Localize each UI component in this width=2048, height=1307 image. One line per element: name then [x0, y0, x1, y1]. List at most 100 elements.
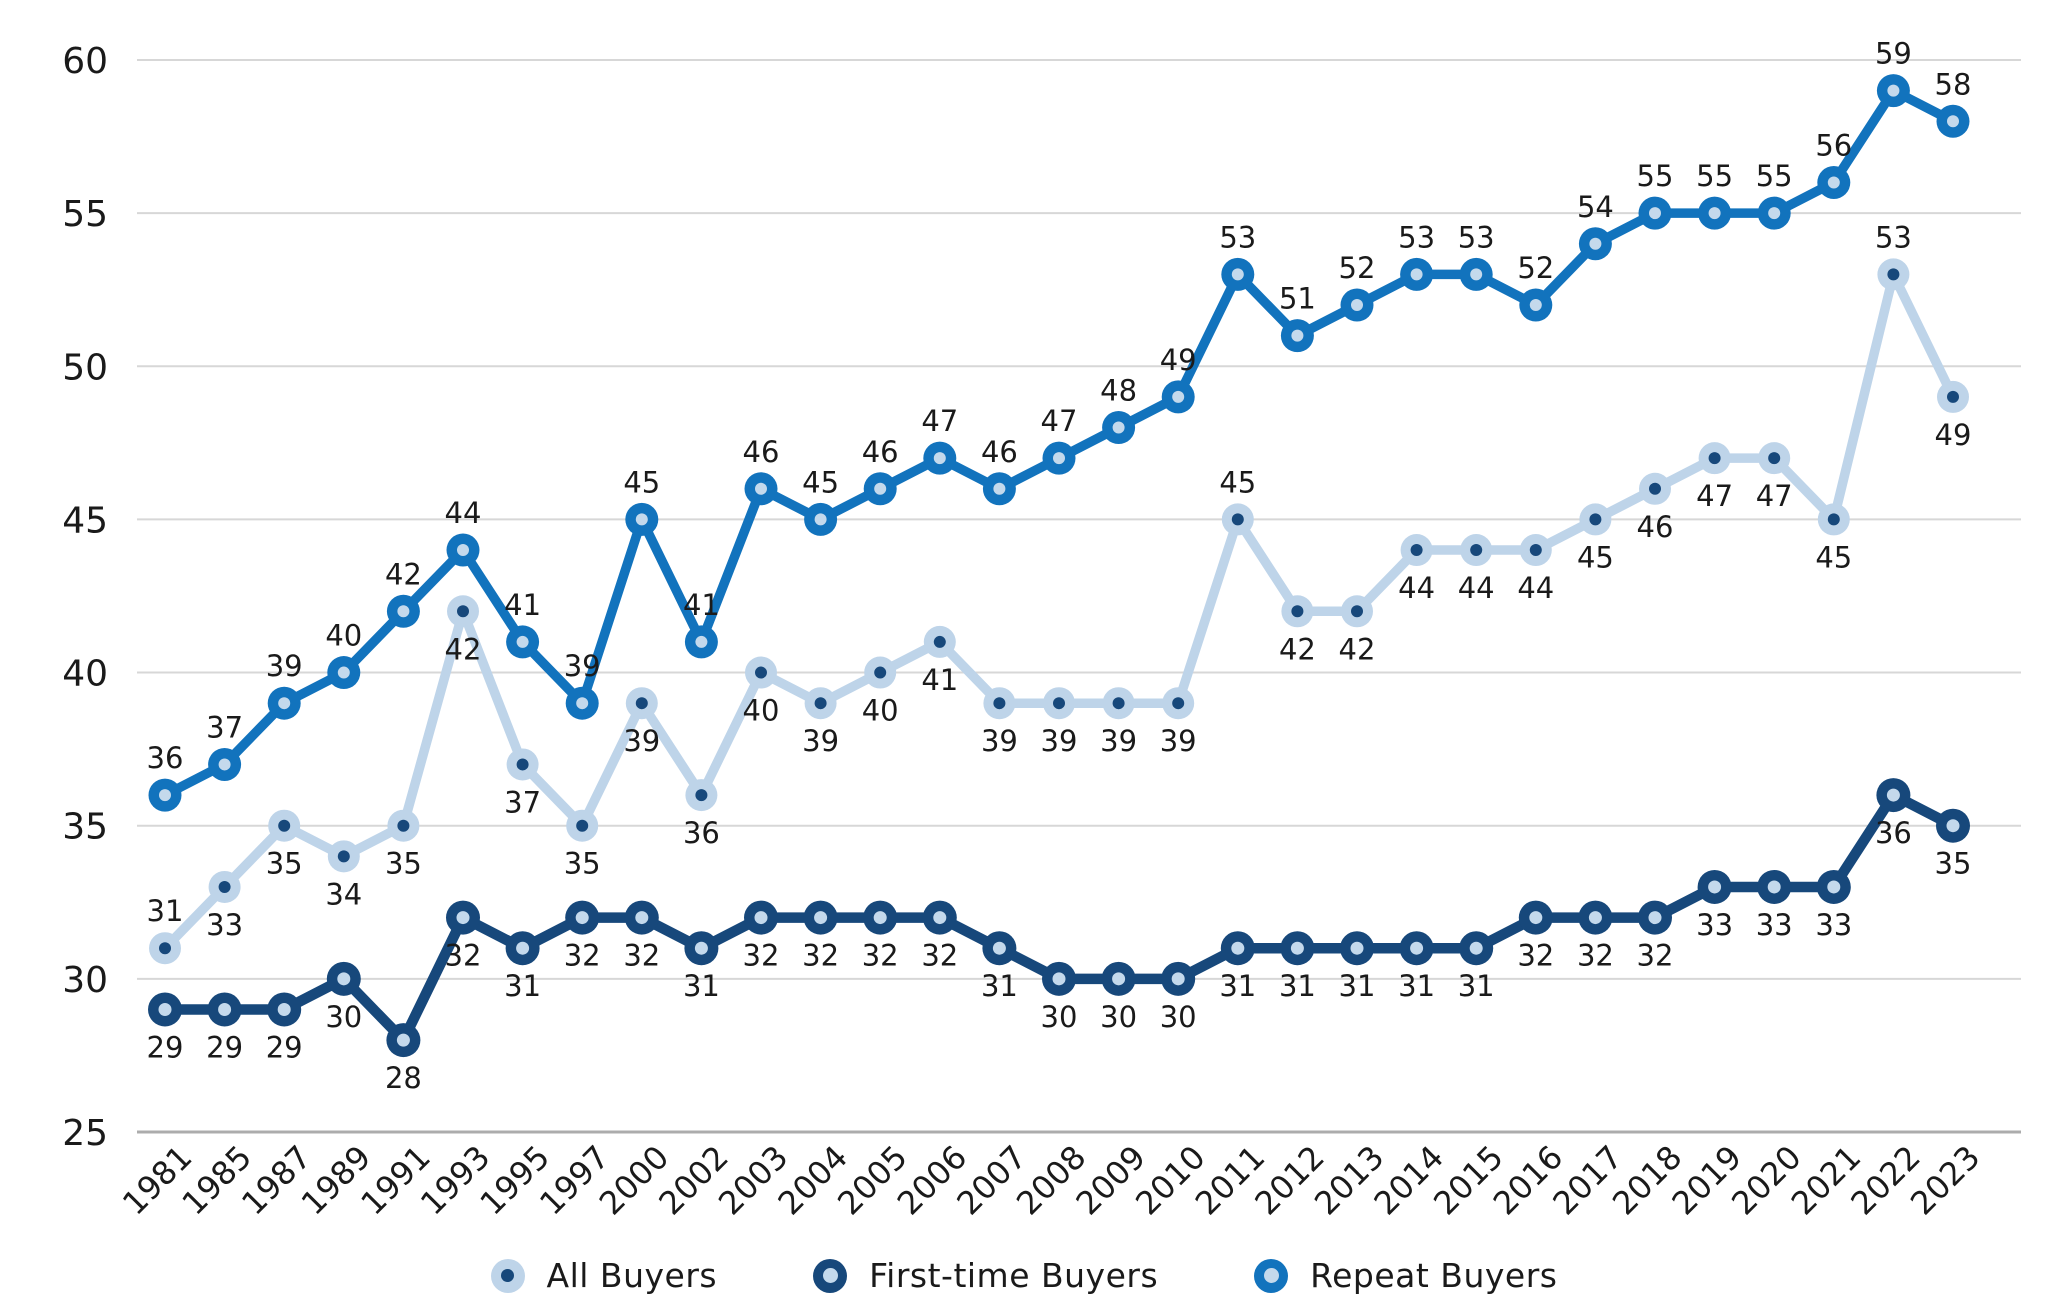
y-axis-labels: 60 55 50 45 40 35 30 25 — [62, 41, 108, 1154]
data-point-label: 32 — [1517, 939, 1554, 973]
data-point-label: 45 — [1219, 465, 1256, 499]
legend-label-all-buyers: All Buyers — [546, 1256, 718, 1295]
data-point-label: 47 — [1696, 479, 1733, 513]
y-tick-label: 35 — [62, 807, 108, 848]
y-tick-label: 45 — [62, 500, 108, 541]
data-point-label: 33 — [1815, 908, 1852, 942]
y-tick-label: 30 — [62, 960, 108, 1001]
data-point-marker-dot — [1410, 544, 1423, 557]
data-point-marker-dot — [1112, 972, 1126, 986]
data-point-label: 28 — [385, 1061, 422, 1095]
data-point-label: 31 — [683, 969, 720, 1003]
data-point-label: 49 — [1935, 418, 1972, 452]
data-point-label: 52 — [1339, 251, 1376, 285]
data-point-marker-dot — [337, 972, 351, 986]
data-point-label: 53 — [1458, 220, 1495, 254]
x-tick-label: 2012 — [1247, 1138, 1331, 1222]
data-point-label: 32 — [564, 939, 601, 973]
data-point-label: 35 — [266, 847, 303, 881]
data-point-marker-dot — [1708, 452, 1721, 465]
data-point-marker-dot — [1470, 544, 1483, 557]
data-point-label: 31 — [1458, 969, 1495, 1003]
y-tick-label: 50 — [62, 347, 108, 388]
data-point-marker-dot — [992, 941, 1006, 955]
x-axis-labels: 1981198519871989199119931995199720002002… — [115, 1138, 1987, 1222]
data-point-marker-dot — [1887, 268, 1900, 281]
data-point-marker-dot — [337, 666, 350, 679]
data-point-marker-dot — [456, 911, 470, 925]
data-point-label: 47 — [921, 404, 958, 438]
x-tick-label: 1995 — [473, 1138, 557, 1222]
data-point-marker-dot — [1529, 299, 1542, 312]
data-point-label: 36 — [1875, 816, 1912, 850]
data-point-label: 31 — [981, 969, 1018, 1003]
data-point-label: 49 — [1160, 343, 1197, 377]
data-point-marker-dot — [278, 697, 291, 710]
data-point-marker-dot — [218, 1002, 232, 1016]
data-point-label: 39 — [981, 724, 1018, 758]
data-point-marker-dot — [1529, 544, 1542, 557]
data-point-marker-dot — [159, 789, 171, 802]
data-point-marker-dot — [516, 635, 529, 648]
data-point-label: 33 — [206, 908, 243, 942]
data-point-marker-dot — [457, 544, 469, 557]
data-point-marker-dot — [1827, 176, 1840, 189]
data-point-marker-dot — [635, 911, 649, 925]
data-point-label: 29 — [266, 1030, 303, 1064]
x-tick-label: 2009 — [1069, 1138, 1153, 1222]
data-point-label: 31 — [1339, 969, 1376, 1003]
data-point-marker-dot — [396, 1033, 410, 1047]
series-repeat-buyers — [148, 74, 1970, 812]
data-point-marker-dot — [1410, 941, 1424, 955]
data-point-label: 37 — [206, 710, 243, 744]
data-point-label: 52 — [1517, 251, 1554, 285]
legend-item-repeat-buyers: Repeat Buyers — [1254, 1256, 1557, 1295]
data-point-label: 46 — [743, 435, 780, 469]
legend-marker-first-time-buyers-icon — [813, 1258, 848, 1293]
x-tick-label: 2022 — [1843, 1138, 1927, 1222]
data-point-label: 36 — [147, 741, 184, 775]
data-point-label: 32 — [1577, 939, 1614, 973]
data-point-label: 45 — [802, 465, 839, 499]
data-point-marker-dot — [874, 482, 887, 495]
data-point-marker-dot — [1589, 513, 1602, 526]
legend-item-all-buyers: All Buyers — [490, 1256, 718, 1295]
series-all-buyers-labels: 31 33 35 34 35 42 37 35 39 36 40 39 40 41 39 39 39 39 45 42… — [147, 220, 1972, 942]
data-point-marker-dot — [1291, 605, 1304, 618]
x-tick-label: 2023 — [1903, 1138, 1987, 1222]
series-all-buyers — [149, 258, 1969, 965]
x-tick-label: 2015 — [1426, 1138, 1510, 1222]
data-point-marker-dot — [814, 911, 828, 925]
legend-marker-repeat-buyers-icon — [1254, 1258, 1289, 1293]
data-point-label: 41 — [683, 588, 720, 622]
data-point-label: 47 — [1756, 479, 1793, 513]
data-point-label: 39 — [266, 649, 303, 683]
data-point-label: 39 — [1160, 724, 1197, 758]
data-point-label: 44 — [1398, 571, 1435, 605]
x-tick-label: 2007 — [949, 1138, 1033, 1222]
x-tick-label: 2003 — [711, 1138, 795, 1222]
data-point-label: 33 — [1756, 908, 1793, 942]
data-point-label: 39 — [802, 724, 839, 758]
data-point-marker-dot — [1052, 972, 1066, 986]
x-tick-label: 1985 — [175, 1138, 259, 1222]
data-point-marker-dot — [1410, 268, 1423, 281]
data-point-marker-dot — [1231, 513, 1244, 526]
x-tick-label: 2011 — [1188, 1138, 1272, 1222]
data-point-label: 32 — [445, 939, 482, 973]
data-point-marker-dot — [159, 942, 171, 955]
data-point-marker-dot — [1649, 207, 1661, 220]
data-point-label: 55 — [1756, 159, 1793, 193]
data-point-label: 59 — [1875, 37, 1912, 71]
data-point-marker-dot — [694, 941, 708, 955]
data-point-marker-dot — [218, 880, 231, 893]
data-point-label: 41 — [921, 663, 958, 697]
data-point-marker-dot — [755, 482, 767, 495]
data-point-label: 35 — [1935, 847, 1972, 881]
data-point-marker-dot — [1351, 605, 1363, 618]
data-point-marker-dot — [1351, 299, 1363, 312]
y-tick-label: 40 — [62, 654, 108, 695]
data-point-marker-dot — [1648, 911, 1662, 925]
data-point-label: 54 — [1577, 190, 1614, 224]
x-tick-label: 1991 — [353, 1138, 437, 1222]
